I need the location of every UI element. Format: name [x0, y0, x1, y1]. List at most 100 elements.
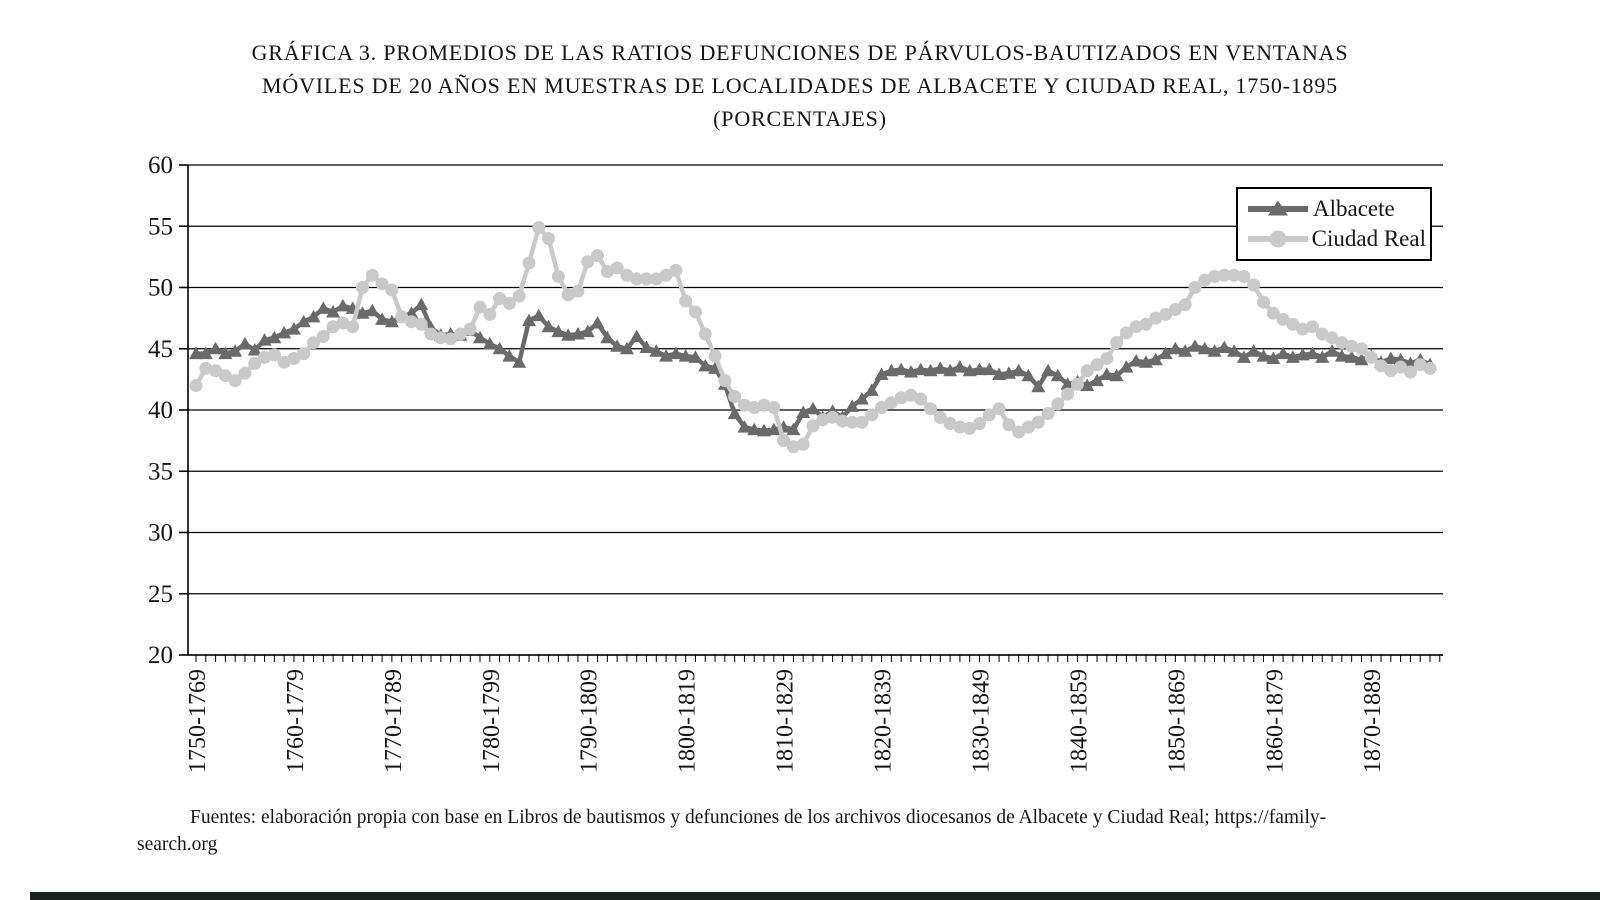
- data-point-marker: [952, 360, 967, 373]
- data-point-marker: [708, 349, 722, 363]
- data-point-marker: [854, 391, 869, 405]
- data-point-marker: [1178, 344, 1193, 357]
- data-point-marker: [1354, 352, 1369, 366]
- data-point-marker: [737, 398, 751, 412]
- x-axis-label: 1750-1769: [185, 669, 211, 773]
- data-point-marker: [786, 440, 800, 454]
- data-point-marker: [473, 300, 487, 314]
- data-point-marker: [1187, 339, 1202, 352]
- data-point-marker: [884, 396, 898, 410]
- data-point-marker: [542, 232, 556, 245]
- data-point-marker: [963, 421, 977, 435]
- data-point-marker: [639, 340, 654, 354]
- data-point-marker: [1295, 347, 1310, 361]
- data-point-marker: [1305, 320, 1319, 334]
- data-point-marker: [365, 303, 380, 317]
- data-point-marker: [1090, 358, 1104, 372]
- ciudad-real-circle-marker-icon: [1248, 230, 1308, 248]
- data-point-marker: [796, 437, 810, 451]
- data-point-marker: [904, 388, 918, 402]
- data-point-marker: [982, 362, 997, 376]
- data-point-marker: [1237, 269, 1251, 283]
- x-axis-labels: 1750-1769 1760-1779 1770-1789 1780-1799 1790…: [185, 669, 1386, 773]
- x-axis-label: 1770-1789: [381, 669, 407, 773]
- data-point-marker: [1354, 342, 1368, 356]
- data-point-marker: [1227, 344, 1242, 357]
- data-point-marker: [1364, 350, 1378, 364]
- data-point-marker: [1374, 359, 1388, 373]
- data-point-marker: [619, 341, 634, 355]
- data-point-marker: [590, 316, 605, 329]
- data-point-marker: [1051, 397, 1065, 411]
- data-point-marker: [816, 413, 830, 427]
- data-point-marker: [668, 346, 683, 360]
- data-point-marker: [1041, 363, 1056, 377]
- data-point-marker: [561, 288, 575, 302]
- data-point-marker: [737, 420, 752, 433]
- data-point-marker: [1100, 352, 1114, 366]
- data-point-marker: [581, 255, 595, 269]
- data-point-marker: [640, 272, 654, 286]
- data-point-marker: [1305, 346, 1320, 360]
- data-point-marker: [326, 320, 340, 334]
- data-point-marker: [1217, 340, 1232, 354]
- data-point-marker: [1119, 360, 1134, 373]
- y-axis-label: 45: [148, 336, 173, 363]
- data-point-marker: [463, 322, 477, 336]
- data-point-marker: [591, 249, 605, 263]
- data-point-marker: [1296, 322, 1310, 336]
- data-point-marker: [238, 366, 252, 380]
- data-point-marker: [531, 308, 546, 322]
- y-axis-label: 35: [148, 458, 173, 485]
- data-point-marker: [972, 362, 987, 376]
- data-point-marker: [1061, 387, 1075, 401]
- data-point-marker: [336, 316, 350, 330]
- data-point-marker: [1109, 368, 1124, 382]
- data-point-marker: [777, 434, 791, 448]
- data-point-marker: [512, 289, 526, 303]
- source-note-line-2: search.org: [137, 834, 218, 855]
- data-point-marker: [492, 341, 507, 355]
- data-point-marker: [698, 358, 713, 372]
- data-point-marker: [571, 284, 585, 298]
- data-point-marker: [845, 415, 859, 429]
- data-point-marker: [1266, 351, 1281, 365]
- data-point-marker: [1344, 350, 1359, 363]
- data-point-marker: [767, 401, 781, 415]
- x-axis-label: 1830-1849: [968, 669, 994, 773]
- data-point-marker: [1178, 298, 1192, 312]
- data-point-marker: [1207, 344, 1222, 357]
- data-point-marker: [208, 341, 223, 355]
- data-point-marker: [1129, 320, 1143, 334]
- data-point-marker: [395, 310, 409, 324]
- x-axis-label: 1810-1829: [773, 669, 799, 773]
- data-point-marker: [1383, 351, 1398, 365]
- data-point-marker: [1236, 350, 1251, 363]
- y-axis-label: 40: [148, 397, 173, 424]
- figure-title: GRÁFICA 3. PROMEDIOS DE LAS RATIOS DEFUN…: [100, 36, 1500, 135]
- data-point-marker: [237, 336, 252, 350]
- data-point-marker: [541, 319, 556, 333]
- data-point-marker: [482, 336, 497, 350]
- data-point-marker: [757, 423, 772, 437]
- data-point-marker: [894, 362, 909, 376]
- data-point-marker: [1099, 367, 1114, 380]
- data-point-marker: [835, 414, 849, 428]
- data-point-marker: [1325, 331, 1339, 345]
- data-point-marker: [473, 330, 488, 344]
- data-point-marker: [933, 410, 947, 424]
- data-point-marker: [1217, 268, 1231, 282]
- data-point-marker: [806, 419, 820, 433]
- data-point-marker: [286, 322, 301, 335]
- data-point-marker: [247, 342, 262, 356]
- data-point-marker: [649, 344, 664, 357]
- data-point-marker: [698, 327, 712, 341]
- data-point-marker: [1119, 326, 1133, 340]
- data-point-marker: [1002, 418, 1016, 432]
- data-point-marker: [512, 355, 527, 368]
- data-point-marker: [248, 356, 262, 370]
- data-point-marker: [796, 405, 811, 418]
- albacete-triangle-marker-icon: [1248, 200, 1308, 216]
- data-point-marker: [865, 408, 879, 422]
- legend-item-ciudad-real: Ciudad Real: [1246, 224, 1426, 254]
